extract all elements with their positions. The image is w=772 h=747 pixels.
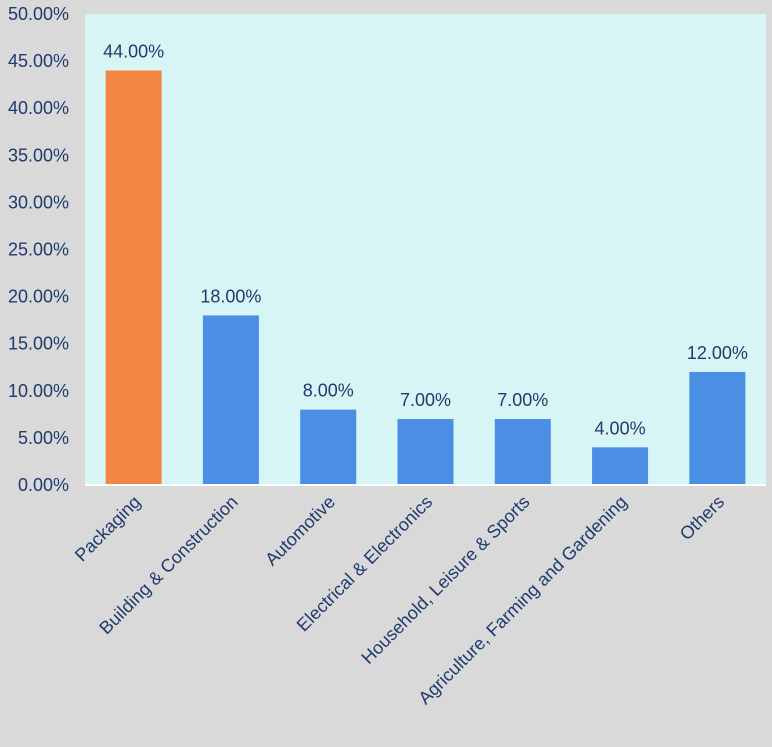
- bar: [592, 447, 649, 485]
- y-tick-label: 45.00%: [8, 51, 69, 71]
- bar-data-label: 12.00%: [687, 343, 748, 363]
- bar: [494, 419, 551, 485]
- y-tick-label: 40.00%: [8, 98, 69, 118]
- y-tick-label: 50.00%: [8, 4, 69, 24]
- y-axis-ticks: 0.00% 5.00% 10.00% 15.00% 20.00% 25.00% 30.00%…: [8, 4, 69, 495]
- y-tick-label: 35.00%: [8, 145, 69, 165]
- bar: [300, 409, 357, 485]
- plot-area: [85, 14, 766, 485]
- bar: [202, 315, 259, 485]
- bar-data-label: 18.00%: [200, 286, 261, 306]
- bar-data-label: 7.00%: [400, 390, 451, 410]
- bar: [689, 371, 746, 485]
- y-tick-label: 30.00%: [8, 192, 69, 212]
- y-tick-label: 0.00%: [18, 475, 69, 495]
- bar: [397, 419, 454, 485]
- bar-data-label: 4.00%: [595, 418, 646, 438]
- bar-data-label: 8.00%: [303, 381, 354, 401]
- bars: [105, 70, 746, 486]
- bar: [105, 70, 162, 486]
- bar-data-label: 44.00%: [103, 42, 164, 62]
- y-tick-label: 15.00%: [8, 334, 69, 354]
- bar-data-label: 7.00%: [497, 390, 548, 410]
- y-tick-label: 25.00%: [8, 240, 69, 260]
- data-labels: 44.00% 18.00% 8.00% 7.00% 7.00% 4.00% 12.00%: [103, 42, 748, 439]
- y-tick-label: 5.00%: [18, 428, 69, 448]
- y-tick-label: 20.00%: [8, 287, 69, 307]
- y-tick-label: 10.00%: [8, 381, 69, 401]
